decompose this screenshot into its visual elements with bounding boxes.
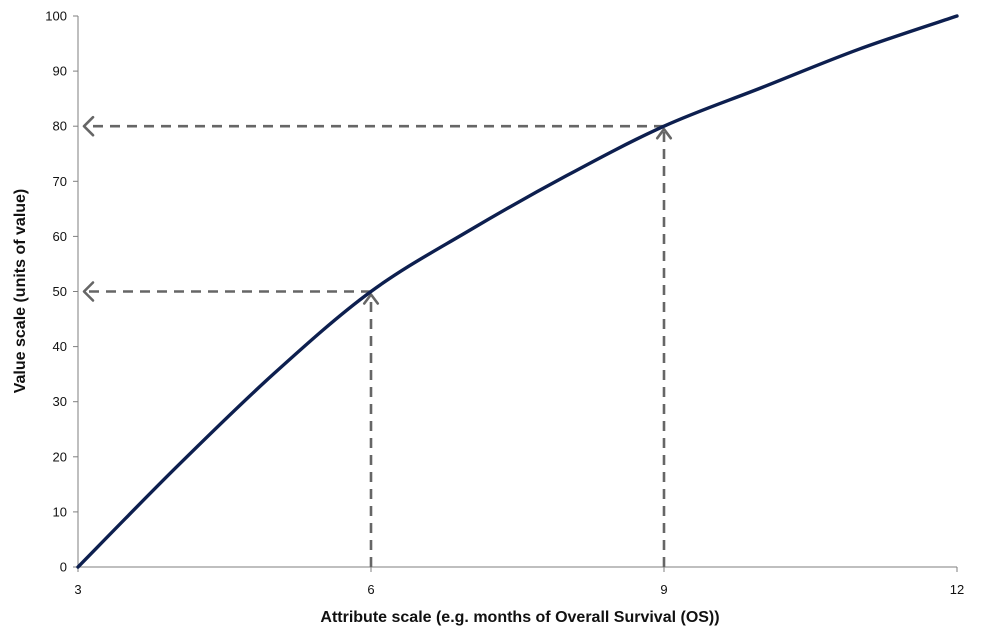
reference-left-arrowhead bbox=[82, 281, 95, 302]
y-tick-label: 90 bbox=[53, 64, 67, 79]
x-tick-label: 9 bbox=[660, 582, 667, 597]
value-function-line bbox=[76, 14, 959, 569]
y-tick-label: 30 bbox=[53, 394, 67, 409]
reference-up-arrowhead bbox=[655, 127, 673, 140]
x-axis-title: Attribute scale (e.g. months of Overall … bbox=[320, 609, 719, 626]
series-layer bbox=[76, 14, 959, 569]
y-tick-label: 100 bbox=[45, 9, 67, 24]
x-tick-label: 12 bbox=[950, 582, 964, 597]
axes bbox=[73, 15, 958, 572]
y-tick-label: 70 bbox=[53, 174, 67, 189]
reference-lines bbox=[82, 115, 673, 567]
y-tick-label: 60 bbox=[53, 229, 67, 244]
y-tick-label: 80 bbox=[53, 119, 67, 134]
y-tick-label: 20 bbox=[53, 449, 67, 464]
y-tick-label: 50 bbox=[53, 284, 67, 299]
y-tick-label: 40 bbox=[53, 339, 67, 354]
reference-up-arrowhead bbox=[362, 293, 380, 305]
reference-left-arrowhead bbox=[82, 115, 95, 137]
y-tick-label: 0 bbox=[60, 560, 67, 575]
x-tick-label: 3 bbox=[74, 582, 81, 597]
labels-layer: 0 10 20 30 40 50 60 70 80 90 100 3 6 9 12 bbox=[45, 9, 964, 598]
y-axis-title: Value scale (units of value) bbox=[12, 189, 29, 394]
x-tick-label: 6 bbox=[367, 582, 374, 597]
y-tick-label: 10 bbox=[53, 504, 67, 519]
